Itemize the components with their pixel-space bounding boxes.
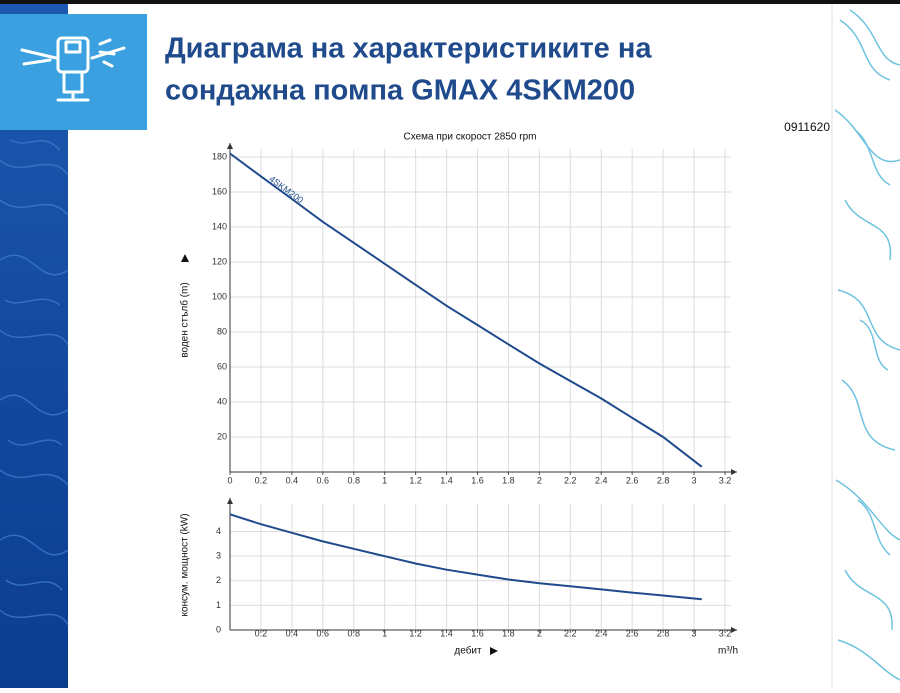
x-tick-label: 0.6 bbox=[317, 475, 330, 485]
x-tick-label: 3 bbox=[692, 475, 697, 485]
x-tick-label: 1 bbox=[382, 475, 387, 485]
y-tick-label: 40 bbox=[217, 396, 227, 406]
axis-arrow bbox=[731, 627, 737, 633]
y-axis-label: воден стълб (m) bbox=[179, 282, 191, 357]
x-tick-label: 2.6 bbox=[626, 475, 639, 485]
x-tick-label: 1 bbox=[382, 628, 387, 638]
x-tick-label: 1.8 bbox=[502, 475, 515, 485]
x-tick-label: 0.8 bbox=[347, 475, 360, 485]
x-tick-label: 3.2 bbox=[719, 628, 732, 638]
product-code: 0911620 bbox=[784, 120, 830, 134]
x-tick-label: 1.6 bbox=[471, 475, 484, 485]
axis-arrow-icon bbox=[181, 254, 189, 262]
x-tick-label: 2.4 bbox=[595, 628, 608, 638]
x-tick-label: 0.2 bbox=[255, 475, 268, 485]
y-tick-label: 4 bbox=[216, 526, 221, 536]
y-axis-label: консум. мощност (kW) bbox=[180, 513, 191, 616]
x-tick-label: 0.2 bbox=[255, 628, 268, 638]
y-tick-label: 1 bbox=[216, 600, 221, 610]
y-tick-label: 140 bbox=[212, 221, 227, 231]
x-tick-label: 0.8 bbox=[347, 628, 360, 638]
x-tick-label: 1.6 bbox=[471, 628, 484, 638]
x-tick-label: 2.4 bbox=[595, 475, 608, 485]
y-tick-label: 0 bbox=[216, 624, 221, 634]
y-tick-label: 2 bbox=[216, 575, 221, 585]
y-tick-label: 120 bbox=[212, 256, 227, 266]
axis-arrow bbox=[731, 469, 737, 475]
x-tick-label: 2 bbox=[537, 628, 542, 638]
x-tick-label: 1.4 bbox=[440, 628, 453, 638]
x-tick-label: 2 bbox=[537, 475, 542, 485]
logo bbox=[0, 14, 147, 130]
x-tick-label: 1.4 bbox=[440, 475, 453, 485]
y-tick-label: 180 bbox=[212, 151, 227, 161]
x-tick-label: 2.6 bbox=[626, 628, 639, 638]
x-tick-label: 3 bbox=[692, 628, 697, 638]
y-tick-label: 80 bbox=[217, 326, 227, 336]
x-tick-label: 2.2 bbox=[564, 628, 577, 638]
y-tick-label: 3 bbox=[216, 551, 221, 561]
x-tick-label: 0.4 bbox=[286, 475, 299, 485]
top-border bbox=[0, 0, 900, 4]
x-tick-label: 1.8 bbox=[502, 628, 515, 638]
x-tick-label: 2.8 bbox=[657, 628, 670, 638]
y-tick-label: 60 bbox=[217, 361, 227, 371]
axis-arrow bbox=[227, 498, 233, 504]
x-axis-label: дебит bbox=[454, 645, 482, 657]
x-tick-label: 1.2 bbox=[409, 475, 422, 485]
x-tick-label: 1.2 bbox=[409, 628, 422, 638]
y-tick-label: 100 bbox=[212, 291, 227, 301]
x-tick-label: 2.2 bbox=[564, 475, 577, 485]
y-tick-label: 160 bbox=[212, 186, 227, 196]
chart-subtitle: Схема при скорост 2850 rpm bbox=[403, 132, 536, 143]
y-tick-label: 20 bbox=[217, 431, 227, 441]
data-line bbox=[229, 513, 702, 601]
x-tick-label: 2.8 bbox=[657, 475, 670, 485]
data-line bbox=[229, 152, 703, 468]
x-tick-label: 3.2 bbox=[719, 475, 732, 485]
title-line: Диаграма на характеристиките на bbox=[165, 33, 652, 65]
x-unit: m³/h bbox=[718, 646, 738, 657]
x-tick-label: 0.4 bbox=[286, 628, 299, 638]
axis-arrow-icon bbox=[490, 647, 498, 655]
axis-arrow bbox=[227, 143, 233, 149]
x-tick-label: 0 bbox=[227, 475, 232, 485]
title-line: сондажна помпа GMAX 4SKM200 bbox=[165, 75, 635, 107]
x-tick-label: 0.6 bbox=[317, 628, 330, 638]
right-band bbox=[831, 4, 900, 688]
